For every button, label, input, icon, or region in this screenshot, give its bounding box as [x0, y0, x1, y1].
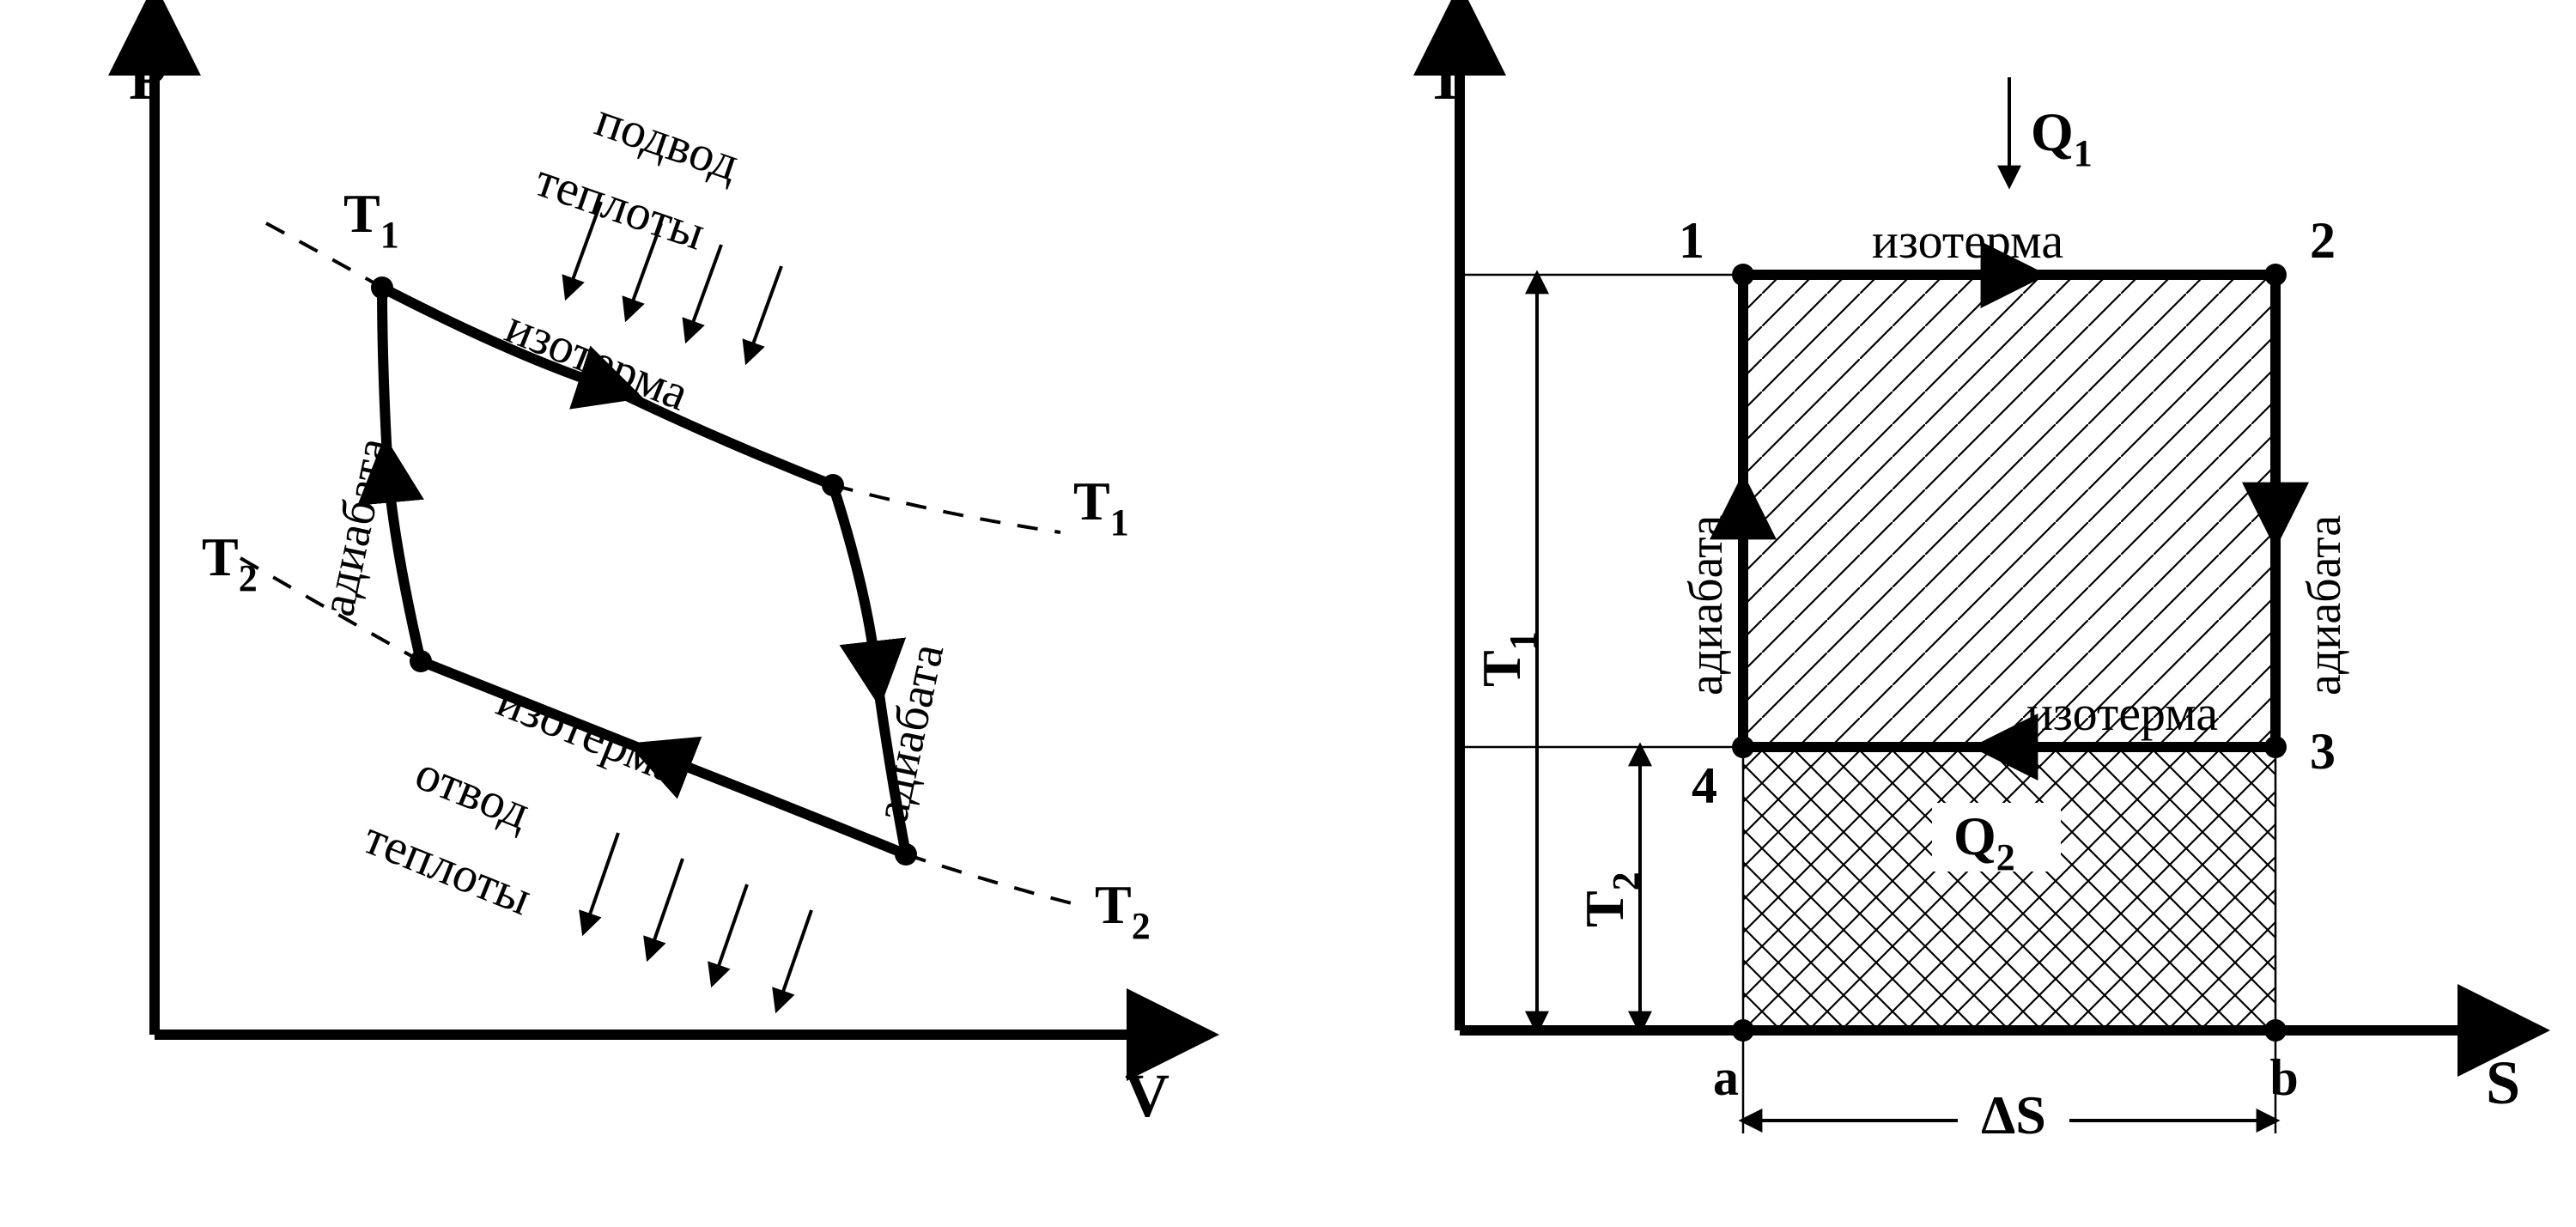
v-label: V	[1125, 1061, 1170, 1130]
q1-label: Q1	[2031, 101, 2093, 174]
ts-node-3	[2264, 736, 2287, 758]
ds-label: ΔS	[1981, 1084, 2046, 1145]
node3-label: 3	[2310, 723, 2336, 780]
t2-dash-right	[906, 854, 1082, 906]
ts-diagram: T S Q1 1 2 3 4 a b изотерма изотерма ади…	[1425, 44, 2520, 1146]
pv-node-3	[895, 843, 917, 866]
t2-label-b: T2	[1095, 874, 1151, 947]
t2-label-a: T2	[202, 526, 258, 599]
t-axis-label: T	[1425, 44, 1467, 112]
ts-node-1	[1732, 264, 1754, 286]
t1-label-a: T1	[343, 183, 399, 256]
adi-right-ts: адиабата	[2298, 515, 2351, 696]
t1-label-b: T1	[1073, 471, 1129, 544]
adi-left: адиабата	[311, 433, 400, 621]
pv-node-2	[822, 474, 844, 496]
adi-left-ts: адиабата	[1680, 515, 1733, 696]
s-axis-label: S	[2486, 1048, 2520, 1117]
node1-label: 1	[1679, 212, 1704, 269]
node4-label: 4	[1692, 757, 1717, 814]
node2-label: 2	[2310, 212, 2336, 269]
t1-dash-right	[833, 485, 1060, 532]
area-upper	[1743, 275, 2275, 747]
area-lower	[1743, 747, 2275, 1030]
pv-adi-23a	[833, 485, 876, 670]
pv-adi-41a	[388, 474, 421, 661]
b-label: b	[2269, 1049, 2298, 1106]
iso-bot-ts: изотерма	[2026, 685, 2218, 741]
iso-top: изотерма	[498, 298, 696, 422]
pv-node-4	[410, 650, 432, 672]
t1-dim-label: T1	[1471, 631, 1544, 687]
heat-out-1: отвод	[408, 744, 538, 841]
heat-out-arrows	[584, 833, 811, 1009]
pv-diagram: P V T1 T1 T2 T2 подвод теплоты изотерма …	[129, 44, 1170, 1130]
iso-bot: изотерма	[489, 671, 688, 795]
pv-node-1	[371, 276, 393, 299]
p-label: P	[129, 44, 167, 112]
a-label: a	[1713, 1049, 1739, 1106]
ts-node-2	[2264, 264, 2287, 286]
iso-top-ts: изотерма	[1872, 213, 2063, 269]
t2-dim-label: T2	[1574, 872, 1647, 927]
